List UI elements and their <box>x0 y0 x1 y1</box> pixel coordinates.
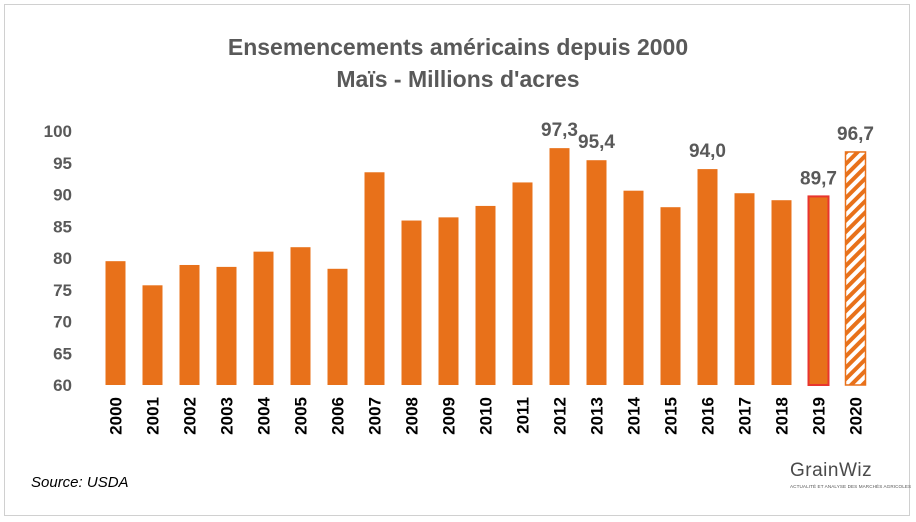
bar-2020 <box>844 151 867 386</box>
x-tick-label: 2003 <box>218 397 237 435</box>
logo-wordmark: GrainWiz <box>790 460 873 481</box>
data-label-2013: 95,4 <box>578 132 615 153</box>
x-tick-label: 2019 <box>810 397 829 435</box>
y-tick-label: 90 <box>53 186 72 205</box>
logo: GrainWiz ACTUALITÉ ET ANALYSE DES MARCHÉ… <box>790 460 912 500</box>
bars <box>105 148 867 386</box>
y-tick-label: 85 <box>53 217 72 236</box>
bar-2019 <box>807 195 830 386</box>
bar-2014 <box>623 190 644 385</box>
bar-2003 <box>216 266 237 385</box>
bar-2016 <box>697 169 718 385</box>
bar-2015 <box>660 207 681 385</box>
bar-2011 <box>512 182 533 385</box>
x-tick-label: 2016 <box>699 397 718 435</box>
bar-2017 <box>734 193 755 385</box>
bar-2012 <box>549 148 570 385</box>
x-tick-label: 2007 <box>366 397 385 435</box>
x-tick-label: 2001 <box>144 397 163 435</box>
bar-2000 <box>105 261 126 385</box>
bar-2005 <box>290 247 311 385</box>
y-axis: 60 65 70 75 80 85 90 95 100 <box>44 122 72 395</box>
x-tick-label: 2018 <box>773 397 792 435</box>
y-tick-label: 75 <box>53 281 72 300</box>
chart-frame <box>4 4 910 516</box>
x-tick-label: 2008 <box>403 397 422 435</box>
x-tick-label: 2010 <box>477 397 496 435</box>
x-tick-label: 2005 <box>292 397 311 435</box>
x-tick-label: 2006 <box>329 397 348 435</box>
bar-2007 <box>364 172 385 385</box>
x-tick-label: 2002 <box>181 397 200 435</box>
chart-subtitle: Maïs - Millions d'acres <box>336 66 580 92</box>
x-tick-label: 2013 <box>588 397 607 435</box>
x-tick-label: 2014 <box>625 396 644 434</box>
y-tick-label: 100 <box>44 122 72 141</box>
x-tick-label: 2004 <box>255 396 274 434</box>
data-label-2020: 96,7 <box>837 124 874 145</box>
bar-2001 <box>142 285 163 385</box>
data-labels: 97,395,4 94,0 89,7 96,7 <box>541 120 874 189</box>
x-tick-label: 2015 <box>662 397 681 435</box>
y-tick-label: 95 <box>53 154 72 173</box>
bar-2009 <box>438 217 459 385</box>
bar-2018 <box>771 200 792 385</box>
x-axis: 2000 2001 2002 2003 2004 2005 2006 2007 2008 2009… <box>107 396 866 434</box>
y-tick-label: 70 <box>53 313 72 332</box>
x-tick-label: 2017 <box>736 397 755 435</box>
y-tick-label: 65 <box>53 344 72 363</box>
x-tick-label: 2000 <box>107 397 126 435</box>
data-label-2019: 89,7 <box>800 168 837 189</box>
bar-2002 <box>179 264 200 385</box>
bar-2008 <box>401 220 422 385</box>
x-tick-label: 2011 <box>514 397 533 434</box>
bar-2013 <box>586 160 607 385</box>
x-tick-label: 2012 <box>551 397 570 435</box>
source-note: Source: USDA <box>31 474 129 491</box>
x-tick-label: 2020 <box>847 397 866 435</box>
chart-title: Ensemencements américains depuis 2000 <box>227 34 689 60</box>
data-label-2016: 94,0 <box>689 141 726 162</box>
data-label-2012: 97,3 <box>541 120 578 141</box>
bar-2010 <box>475 205 496 385</box>
x-tick-label: 2009 <box>440 397 459 435</box>
y-tick-label: 80 <box>53 249 72 268</box>
bar-2006 <box>327 268 348 385</box>
bar-2004 <box>253 251 274 385</box>
y-tick-label: 60 <box>53 376 72 395</box>
logo-tagline: ACTUALITÉ ET ANALYSE DES MARCHÉS AGRICOL… <box>790 484 912 489</box>
